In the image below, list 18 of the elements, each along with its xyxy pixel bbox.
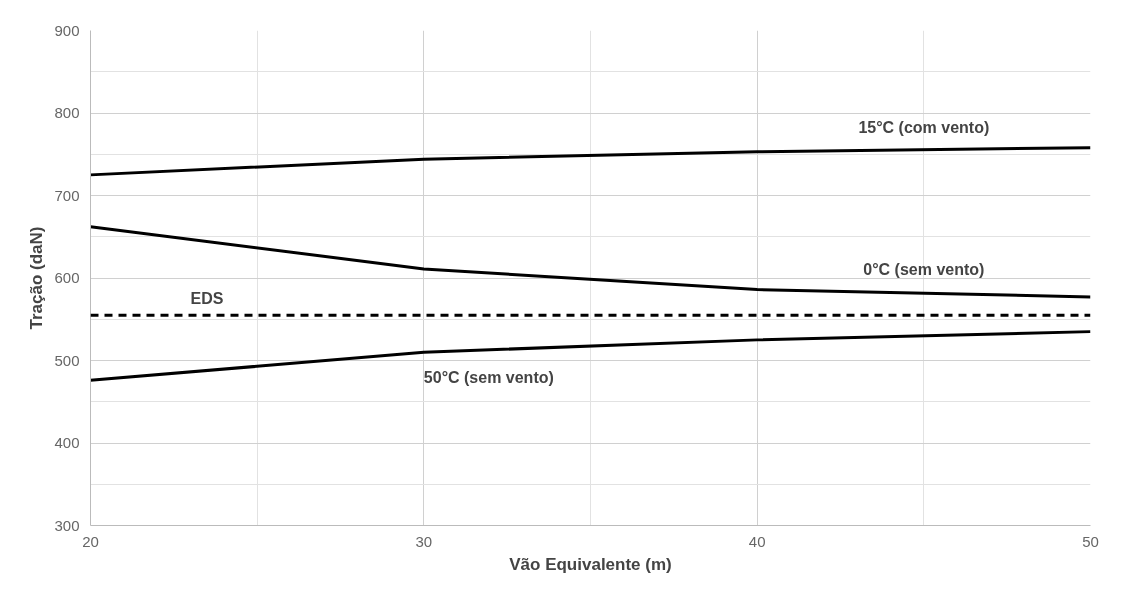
y-tick-label: 400 — [54, 434, 80, 451]
x-tick-label: 50 — [1082, 532, 1099, 550]
y-tick-label: 700 — [54, 186, 80, 204]
y-tick-label: 800 — [54, 104, 80, 121]
series-label: 50°C (sem vento) — [423, 369, 554, 387]
y-tick-label: 300 — [54, 516, 80, 534]
series-label: 15°C (com vento) — [858, 118, 990, 136]
y-tick-label: 900 — [54, 21, 80, 39]
ref-line-label: EDS — [190, 290, 224, 308]
x-tick-label: 30 — [415, 532, 433, 550]
y-tick-label: 600 — [54, 269, 80, 286]
x-axis-title: Vão Equivalente (m) — [509, 554, 672, 574]
y-tick-label: 500 — [54, 351, 80, 369]
series-label: 0°C (sem vento) — [863, 260, 985, 278]
y-axis-title: Tração (daN) — [27, 226, 47, 330]
line-series — [90, 146, 1091, 177]
x-tick-label: 40 — [748, 532, 766, 550]
x-tick-label: 20 — [82, 532, 99, 550]
